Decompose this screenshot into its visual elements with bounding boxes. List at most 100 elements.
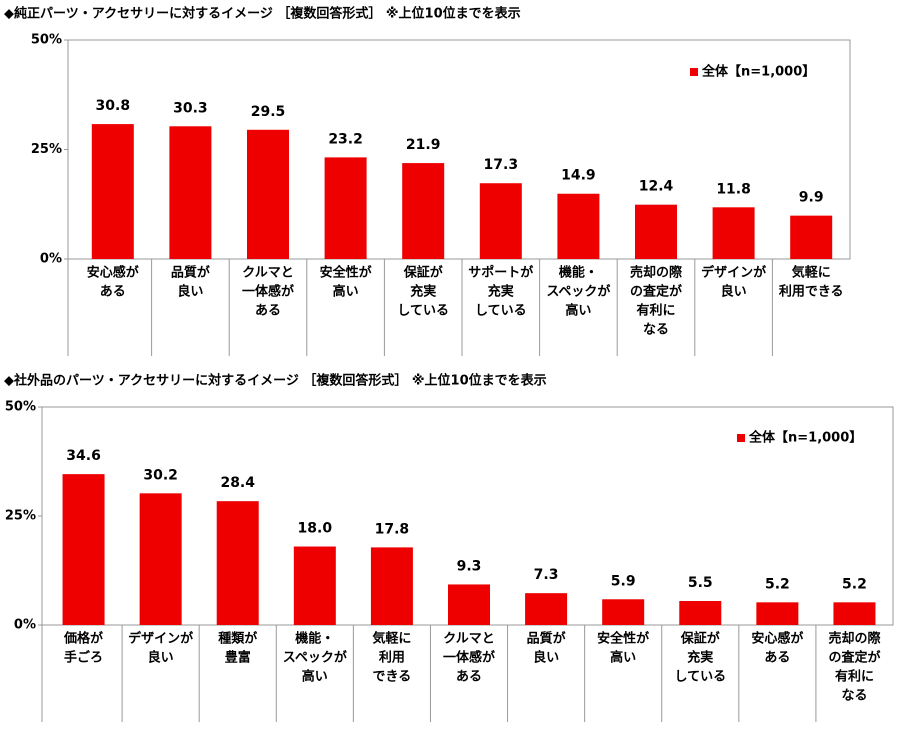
x-tick-label: 充実 [410, 284, 436, 300]
value-label: 29.5 [251, 104, 286, 120]
x-tick-label: 良い [177, 284, 203, 300]
x-tick-label: 品質が [171, 265, 210, 281]
legend-label: 全体【n=1,000】 [701, 64, 815, 80]
bar [324, 157, 367, 259]
x-tick-label: 安全性が [597, 631, 649, 647]
x-tick-label: 種類が [218, 631, 257, 647]
chart-title: ◆純正パーツ・アクセサリーに対するイメージ ［複数回答形式］ ※上位10位までを… [4, 6, 521, 22]
value-label: 28.4 [220, 475, 255, 491]
x-tick-label: 高い [565, 303, 591, 319]
x-tick-label: ある [764, 651, 790, 666]
value-label: 30.2 [143, 467, 178, 483]
x-tick-label: 充実 [687, 650, 713, 666]
bar [62, 474, 105, 625]
x-tick-label: 有利に [835, 669, 874, 685]
value-label: 9.9 [799, 190, 824, 206]
x-tick-label: なる [841, 689, 867, 704]
x-tick-label: スペックが [546, 284, 610, 300]
legend-label: 全体【n=1,000】 [748, 430, 862, 446]
x-tick-label: 保証が [403, 265, 443, 281]
value-label: 30.8 [96, 98, 131, 114]
x-tick-label: 高い [333, 284, 359, 300]
x-tick-label: デザインが [701, 265, 766, 281]
x-tick-label: 機能・ [559, 265, 598, 281]
y-tick-label: 25% [5, 509, 36, 524]
x-tick-label: 安心感が [87, 265, 139, 281]
x-tick-label: 気軽に [792, 265, 831, 281]
value-label: 21.9 [406, 137, 441, 153]
value-label: 5.5 [688, 575, 713, 591]
bar [557, 193, 600, 259]
value-label: 17.3 [484, 157, 519, 173]
bar [216, 501, 259, 625]
bar [602, 599, 645, 625]
bar [139, 493, 182, 625]
x-tick-label: 価格が [63, 631, 103, 647]
x-tick-label: の査定が [630, 284, 682, 300]
value-label: 5.2 [842, 576, 867, 592]
x-tick-label: 高い [610, 650, 636, 666]
x-tick-label: 安全性が [320, 265, 372, 281]
value-label: 5.2 [765, 576, 790, 592]
x-tick-label: 高い [302, 669, 328, 685]
x-tick-label: している [475, 304, 527, 319]
x-tick-label: 安心感が [751, 631, 803, 647]
x-tick-label: サポートが [468, 265, 533, 281]
bar [370, 547, 413, 625]
y-tick-label: 0% [14, 618, 36, 633]
x-tick-label: 良い [533, 650, 559, 666]
x-tick-label: 一体感が [242, 284, 294, 300]
x-tick-label: 有利に [636, 303, 675, 319]
x-tick-label: 気軽に [372, 631, 411, 647]
x-tick-label: スペックが [283, 650, 347, 666]
x-tick-label: 豊富 [225, 650, 251, 666]
bar [790, 215, 833, 259]
bar [756, 602, 799, 625]
x-tick-label: している [674, 670, 726, 685]
value-label: 14.9 [561, 168, 596, 184]
x-tick-label: 利用 [379, 650, 405, 666]
bar [91, 124, 134, 259]
bar [479, 183, 522, 259]
bar [679, 601, 722, 625]
legend-swatch [737, 434, 745, 442]
y-tick-label: 25% [31, 142, 62, 157]
x-tick-label: している [397, 304, 449, 319]
value-label: 18.0 [298, 521, 333, 537]
bar [402, 163, 445, 259]
x-tick-label: の査定が [828, 650, 880, 666]
x-tick-label: 良い [721, 284, 747, 300]
x-tick-label: なる [643, 323, 669, 338]
x-tick-label: 売却の際 [630, 265, 683, 281]
bar [448, 584, 490, 625]
bar [293, 546, 336, 625]
x-tick-label: ある [255, 304, 281, 319]
bar [169, 126, 212, 259]
x-tick-label: できる [373, 670, 412, 685]
value-label: 7.3 [534, 567, 559, 583]
x-tick-label: ある [456, 670, 482, 685]
bar [525, 593, 568, 625]
y-tick-label: 50% [5, 400, 36, 415]
value-label: 5.9 [611, 573, 636, 589]
x-tick-label: 保証が [680, 631, 720, 647]
value-label: 11.8 [716, 181, 751, 197]
bar [635, 204, 677, 259]
x-tick-label: 良い [148, 650, 174, 666]
bar [712, 207, 755, 259]
y-tick-label: 50% [31, 33, 62, 48]
bar [833, 602, 876, 625]
value-label: 9.3 [457, 558, 482, 574]
x-tick-label: ある [100, 285, 126, 300]
value-label: 23.2 [328, 131, 363, 147]
x-tick-label: 機能・ [295, 631, 334, 647]
x-tick-label: 手ごろ [64, 650, 103, 666]
chart-title: ◆社外品のパーツ・アクセサリーに対するイメージ ［複数回答形式］ ※上位10位ま… [4, 373, 547, 389]
x-tick-label: クルマと [242, 266, 294, 281]
value-label: 17.8 [375, 521, 410, 537]
x-tick-label: クルマと [443, 632, 495, 647]
x-tick-label: 利用できる [779, 284, 844, 300]
value-label: 34.6 [66, 448, 101, 464]
x-tick-label: 売却の際 [828, 631, 881, 647]
